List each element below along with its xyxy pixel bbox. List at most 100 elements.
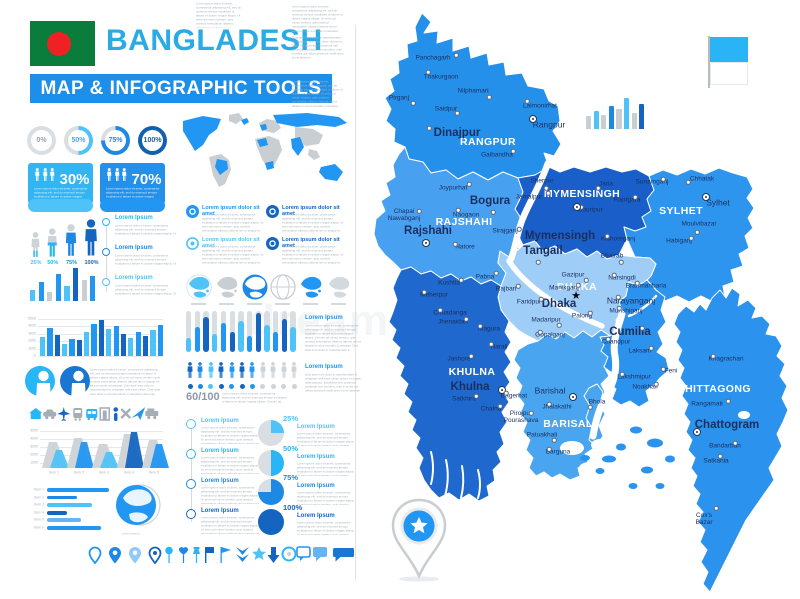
door-icon [98,407,112,421]
city-dot [648,345,654,351]
person-icon [239,362,245,378]
x-axis-label: Item 1 [48,471,60,475]
person-icon [249,362,255,378]
city-dot [632,194,638,200]
city-label: Palong [571,312,593,320]
city-label: Jhalakathi [542,403,572,411]
city-dot [604,233,610,239]
x-axis-label: Item 3 [98,471,110,475]
people-icon [114,168,121,186]
feature-title: Lorem ipsum dolor sit amet [282,237,340,249]
bar [608,106,614,129]
city-label: Madaripur [531,316,561,324]
car-icon [43,407,57,421]
bar [639,104,645,129]
bar [98,319,105,356]
people-scale-figure [46,227,59,263]
rating-text: Lorem ipsum dolor sit amet, consectetur … [222,392,287,404]
city-dot [717,453,723,459]
rating-dot [239,384,245,389]
globe-caption-line [275,303,290,305]
city-label: Jashore [447,355,471,363]
city-label: Rangpur [532,119,566,130]
flag-pole [708,36,710,88]
rating-person [280,362,288,383]
bar [47,327,53,356]
chevron-icon [236,546,251,564]
feature-title: Lorem ipsum dolor sit amet [202,205,260,217]
city-label: Rangamati [691,400,723,408]
bar [624,98,630,129]
city-dot [497,403,503,409]
bar [631,113,637,129]
rating-dot [197,384,203,389]
city-dot [437,307,443,313]
city-dot [515,283,521,289]
city-dot [466,181,472,187]
plane-icon [57,407,71,421]
city-label: Khulna [450,380,490,393]
y-axis-label: 0 [34,354,36,358]
train-icon [71,407,85,421]
rivers [430,159,658,499]
rating-dot [249,384,255,389]
feature-title: Lorem ipsum dolor sit amet [202,237,260,249]
timeline-text: Lorem ipsum dolor sit amet, consectetur … [115,284,177,296]
people-scale-label: 75% [65,260,77,266]
city-dot [477,323,483,329]
timeline-line [190,420,192,522]
city-label: Pirojpur Pourashava [503,410,539,424]
bar [150,330,156,356]
people-icon [34,168,41,186]
city-dot [615,294,621,300]
city-label: Feni [664,367,678,375]
capsule-fill [255,313,261,352]
city-label: Chuadanga [433,309,467,317]
hbar [47,503,92,507]
text-block: Lorem ipsum dolor sit amet, consectetur … [292,5,343,33]
stat-box: 70% Lorem ipsum dolor sit amet, consectet… [100,163,165,204]
bar [586,116,592,129]
city-dot [545,190,551,196]
person-icon [187,362,193,378]
person-icon [107,168,112,181]
city-label: Lalmonirhat [523,102,557,110]
person-icon [270,362,276,378]
division-label: RAJSHAHI [435,216,493,228]
rating-person [186,362,194,383]
y-axis-label: 5000 [28,317,36,321]
city-dot [587,404,593,410]
timeline-title: Lorem Ipsum [115,275,153,281]
donut-label: 75% [105,130,126,151]
mini-bar [73,268,79,301]
bar [128,337,134,356]
city-dot [524,98,530,104]
timeline-title: Lorem Ipsum [201,508,239,514]
feature-text: Lorem ipsum dolor sit amet, consectetur … [202,245,264,265]
division-capital-marker [422,239,430,247]
bar-chart-icon [586,95,650,130]
bar [84,332,90,356]
city-label: Gaibandha [481,151,513,159]
city-dot [685,179,691,185]
capsule-fill [212,333,218,352]
x-axis-label: Item 4 [123,471,135,475]
person-icon [208,362,214,378]
pie-text: Lorem ipsum dolor sit amet, consectetur … [297,521,355,536]
timeline-text: Lorem ipsum dolor sit amet, consectetur … [201,426,259,445]
pin-dot-icon [148,546,163,565]
city-dot [732,440,738,446]
pie-title: Lorem Ipsum [297,513,335,519]
pie-chart [258,509,284,535]
division-capital-marker [529,115,537,123]
city-dot [546,446,552,452]
city-dot [543,185,549,191]
text-block: Duis aute irure dolor in reprehenderit i… [292,36,344,60]
rating-person [259,362,267,383]
city-label: Chalna [480,405,502,413]
capsule-fill [281,319,288,352]
timeline-bullet [102,248,110,256]
city-label: Jamalpur [515,193,543,201]
city-label: Cox's Bazar [695,512,713,526]
